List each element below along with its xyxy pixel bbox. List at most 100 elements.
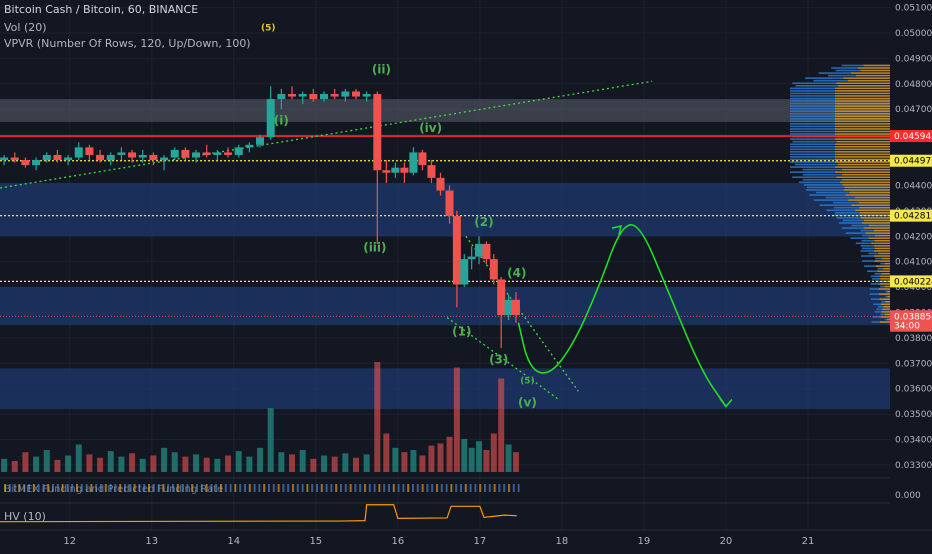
- vpvr-bar-up: [878, 306, 884, 308]
- vpvr-bar-up: [860, 230, 873, 232]
- vpvr-bar-up: [819, 72, 851, 74]
- candle-body: [75, 147, 83, 157]
- candle-body: [21, 160, 29, 165]
- wave-label: (i): [274, 113, 289, 127]
- funding-bar: [484, 484, 486, 492]
- vpvr-bar-down: [835, 95, 890, 97]
- vpvr-bar-up: [872, 278, 880, 280]
- vpvr-bar-down: [866, 232, 890, 234]
- funding-bar: [359, 484, 361, 492]
- vpvr-bar-up: [790, 103, 835, 105]
- candle-body: [460, 259, 468, 284]
- candle-body: [117, 152, 125, 155]
- funding-bar: [508, 484, 510, 492]
- candle-body: [382, 170, 390, 173]
- vpvr-bar-up: [790, 128, 835, 130]
- wave-label: (v): [518, 395, 537, 409]
- x-tick-label: 20: [720, 536, 733, 547]
- funding-bar: [263, 484, 265, 492]
- candle-body: [373, 94, 381, 170]
- vpvr-bar-down: [835, 110, 890, 112]
- funding-bar: [273, 484, 275, 492]
- volume-bar: [410, 450, 416, 472]
- volume-bar: [498, 379, 504, 473]
- candle-body: [331, 94, 339, 97]
- vpvr-bar-down: [875, 248, 890, 250]
- volume-bar: [108, 451, 114, 472]
- vpvr-bar-down: [878, 253, 890, 255]
- candle-body: [446, 191, 454, 216]
- vpvr-bar-down: [836, 176, 890, 178]
- vpvr-bar-up: [867, 270, 877, 272]
- vpvr-bar-up: [835, 212, 860, 214]
- vpvr-bar-down: [882, 258, 890, 260]
- vpvr-bar-up: [792, 141, 836, 143]
- candle-body: [171, 150, 179, 158]
- vpvr-bar-up: [831, 67, 857, 69]
- vpvr-bar-up: [790, 113, 835, 115]
- vpvr-bar-down: [835, 115, 890, 117]
- x-tick-label: 19: [638, 536, 651, 547]
- volume-bar: [289, 454, 295, 472]
- vpvr-bar-up: [836, 70, 860, 72]
- vpvr-bar-down: [859, 207, 890, 209]
- funding-bar: [474, 484, 476, 492]
- funding-bar: [302, 484, 304, 492]
- funding-bar: [422, 484, 424, 492]
- vpvr-bar-up: [885, 296, 887, 298]
- vpvr-bar-up: [790, 138, 835, 140]
- funding-bar: [225, 484, 227, 492]
- candle-body: [418, 152, 426, 165]
- candle-body: [43, 155, 51, 160]
- vpvr-bar-down: [881, 303, 890, 305]
- candle-body: [96, 155, 104, 160]
- volume-bar: [54, 460, 60, 472]
- volume-bar: [22, 452, 28, 472]
- vpvr-bar-down: [874, 250, 890, 252]
- candle-body: [0, 158, 8, 161]
- vpvr-bar-up: [871, 276, 880, 278]
- vpvr-bar-up: [790, 148, 835, 150]
- vpvr-bar-up: [880, 314, 884, 316]
- vpvr-bar-down: [842, 179, 890, 181]
- vpvr-bar-down: [848, 199, 890, 201]
- funding-bar: [311, 484, 313, 492]
- vpvr-bar-down: [862, 222, 890, 224]
- vpvr-bar-up: [834, 215, 859, 217]
- vpvr-bar-down: [851, 72, 890, 74]
- volume-bar: [364, 454, 370, 472]
- funding-bar: [417, 484, 419, 492]
- funding-bar: [292, 484, 294, 492]
- candle-body: [256, 137, 264, 145]
- volume-bar: [454, 368, 460, 473]
- volume-bar: [65, 456, 71, 473]
- vpvr-bar-up: [795, 164, 838, 166]
- vpvr-bar-up: [856, 242, 871, 244]
- vpvr-bar-down: [836, 82, 890, 84]
- funding-bar: [306, 484, 308, 492]
- candle-body: [32, 160, 40, 165]
- vpvr-bar-down: [885, 263, 890, 265]
- vpvr-bar-down: [840, 182, 890, 184]
- vpvr-bar-up: [852, 225, 869, 227]
- vpvr-bar-down: [848, 80, 890, 82]
- vpvr-bar-down: [835, 166, 890, 168]
- vpvr-bar-up: [842, 65, 864, 67]
- symbol-title: Bitcoin Cash / Bitcoin, 60, BINANCE: [4, 3, 198, 16]
- funding-bar: [345, 484, 347, 492]
- volume-bar: [476, 441, 482, 472]
- x-tick-label: 16: [391, 536, 404, 547]
- funding-bar: [441, 484, 443, 492]
- funding-bar: [479, 484, 481, 492]
- vpvr-bar-down: [880, 298, 890, 300]
- vpvr-bar-down: [887, 296, 890, 298]
- funding-bar: [297, 484, 299, 492]
- vpvr-bar-up: [809, 194, 845, 196]
- volume-bar: [321, 456, 327, 473]
- vpvr-bar-down: [868, 237, 890, 239]
- vpvr-bar-up: [790, 118, 835, 120]
